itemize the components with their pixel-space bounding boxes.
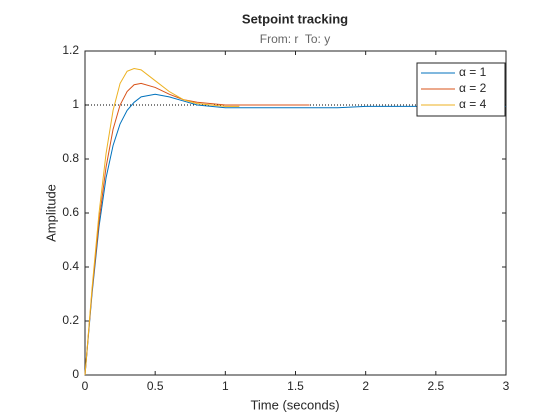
legend-label: α = 4 [459, 97, 487, 111]
legend-label: α = 1 [459, 65, 487, 79]
x-tick-label: 0.5 [147, 379, 164, 393]
y-tick-label: 1.2 [62, 43, 79, 57]
y-axis-label: Amplitude [43, 184, 58, 242]
series-line [84, 82, 310, 376]
series-line [84, 68, 240, 376]
y-tick-label: 1 [72, 97, 79, 111]
x-tick-label: 2 [362, 379, 369, 393]
y-tick-label: 0 [72, 367, 79, 381]
x-tick-label: 3 [503, 379, 510, 393]
y-tick-label: 0.2 [62, 313, 79, 327]
x-tick-label: 1.5 [287, 379, 304, 393]
y-tick-label: 0.4 [62, 259, 79, 273]
x-axis-label: Time (seconds) [250, 397, 339, 412]
x-tick-label: 0 [82, 379, 89, 393]
x-tick-label: 2.5 [427, 379, 444, 393]
x-tick-label: 1 [222, 379, 229, 393]
legend-label: α = 2 [459, 81, 487, 95]
y-tick-label: 0.6 [62, 205, 79, 219]
chart-subtitle: From: r To: y [260, 32, 330, 46]
y-tick-label: 0.8 [62, 151, 79, 165]
series-line [84, 93, 506, 376]
chart-title: Setpoint tracking [242, 11, 348, 26]
